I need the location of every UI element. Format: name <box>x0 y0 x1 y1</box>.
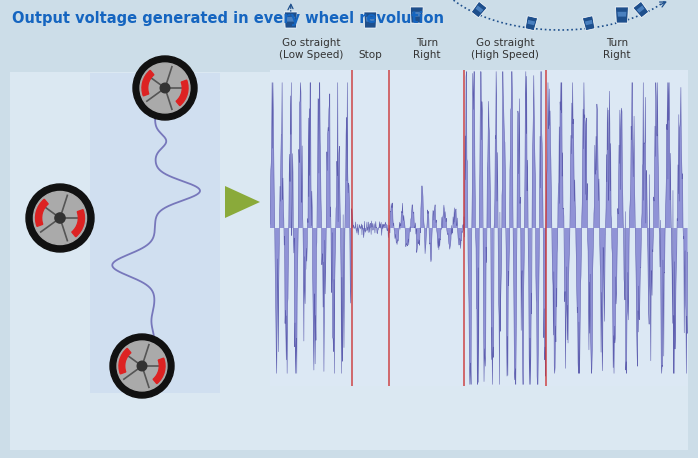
Polygon shape <box>286 17 295 22</box>
Circle shape <box>140 63 190 113</box>
Polygon shape <box>475 5 484 13</box>
Circle shape <box>34 191 87 245</box>
Polygon shape <box>637 5 644 13</box>
Text: Output voltage generated in every wheel revolution: Output voltage generated in every wheel … <box>12 11 444 26</box>
Polygon shape <box>582 16 595 31</box>
Polygon shape <box>525 16 537 31</box>
Circle shape <box>55 213 65 223</box>
Wedge shape <box>72 210 84 237</box>
Text: Go straight
(Low Speed): Go straight (Low Speed) <box>279 38 343 60</box>
Polygon shape <box>633 1 648 18</box>
Circle shape <box>133 56 197 120</box>
Polygon shape <box>618 12 626 16</box>
Circle shape <box>138 361 147 371</box>
Polygon shape <box>364 12 377 28</box>
Polygon shape <box>225 186 260 218</box>
Wedge shape <box>153 358 165 384</box>
Circle shape <box>161 83 170 93</box>
Wedge shape <box>119 349 131 374</box>
Text: Turn
Right: Turn Right <box>603 38 631 60</box>
Polygon shape <box>616 7 628 23</box>
FancyBboxPatch shape <box>10 72 688 450</box>
Text: Turn
Right: Turn Right <box>413 38 440 60</box>
Polygon shape <box>585 20 593 25</box>
Wedge shape <box>142 71 154 96</box>
Polygon shape <box>528 20 535 25</box>
Circle shape <box>110 334 174 398</box>
Polygon shape <box>471 1 487 18</box>
Polygon shape <box>366 17 375 22</box>
FancyBboxPatch shape <box>270 70 688 386</box>
Circle shape <box>26 184 94 252</box>
Text: Stop: Stop <box>359 50 383 60</box>
Polygon shape <box>413 12 421 16</box>
Text: Go straight
(High Speed): Go straight (High Speed) <box>471 38 539 60</box>
Wedge shape <box>36 199 48 226</box>
FancyBboxPatch shape <box>90 73 220 393</box>
Polygon shape <box>284 12 297 28</box>
Wedge shape <box>176 80 188 106</box>
Circle shape <box>117 341 167 391</box>
Polygon shape <box>410 7 423 23</box>
